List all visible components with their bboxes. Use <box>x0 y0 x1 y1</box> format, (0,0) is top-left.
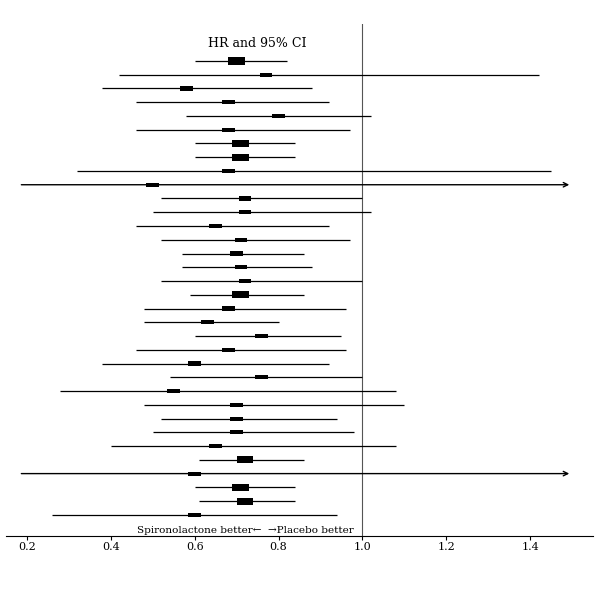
Bar <box>210 444 222 448</box>
Bar <box>260 73 272 77</box>
Bar <box>255 375 268 380</box>
Bar <box>180 86 192 90</box>
Bar <box>232 291 249 298</box>
Bar <box>237 456 253 464</box>
Bar <box>222 128 235 131</box>
Text: HR and 95% CI: HR and 95% CI <box>208 36 307 49</box>
Bar <box>237 497 253 505</box>
Bar <box>210 224 222 228</box>
Text: Spironolactone better←  →Placebo better: Spironolactone better← →Placebo better <box>137 526 353 535</box>
Bar <box>201 320 213 324</box>
Bar <box>222 100 235 104</box>
Bar <box>238 279 251 283</box>
Bar <box>188 513 201 517</box>
Bar <box>222 306 235 311</box>
Bar <box>228 57 245 64</box>
Bar <box>146 183 159 187</box>
Bar <box>222 347 235 352</box>
Bar <box>255 334 268 338</box>
Bar <box>230 416 243 421</box>
Bar <box>238 210 251 214</box>
Bar <box>168 389 180 393</box>
Bar <box>234 237 247 242</box>
Bar <box>222 169 235 173</box>
Bar <box>230 252 243 256</box>
Bar <box>230 403 243 407</box>
Bar <box>188 471 201 475</box>
Bar <box>234 265 247 270</box>
Bar <box>232 484 249 491</box>
Bar <box>272 114 285 118</box>
Bar <box>188 362 201 365</box>
Bar <box>238 196 251 201</box>
Bar <box>232 140 249 147</box>
Bar <box>230 430 243 434</box>
Bar <box>232 154 249 161</box>
